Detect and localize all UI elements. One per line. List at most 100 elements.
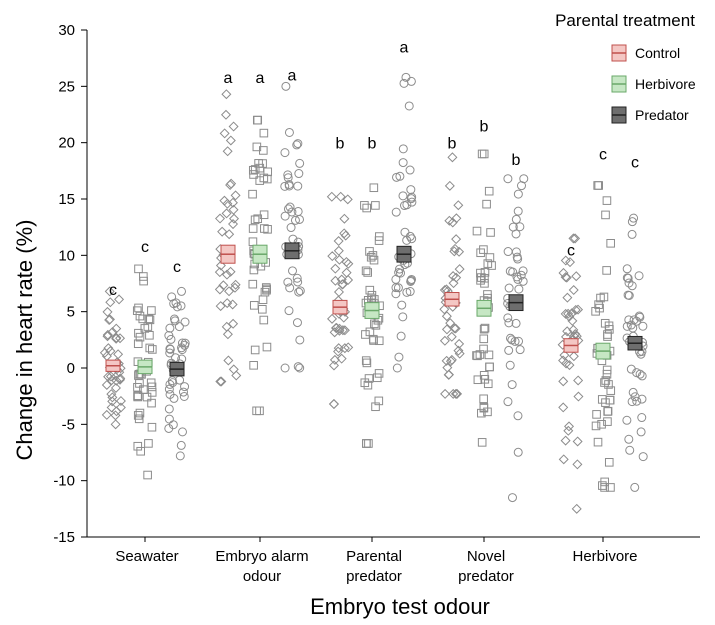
data-point — [115, 402, 126, 413]
data-point — [258, 304, 267, 314]
legend: Parental treatment Control Herbivore Predat… — [555, 11, 696, 124]
data-point — [486, 228, 495, 237]
data-point — [252, 115, 262, 125]
data-point — [514, 336, 524, 346]
legend-label: Predator — [635, 107, 689, 123]
data-point — [165, 348, 175, 358]
data-point — [214, 267, 225, 278]
data-point — [504, 318, 514, 328]
data-point — [333, 236, 344, 247]
data-point — [221, 89, 232, 100]
data-point — [558, 355, 569, 366]
data-point — [597, 419, 606, 429]
x-tick-label: Herbivore — [572, 548, 637, 565]
significance-letter: b — [512, 152, 521, 169]
y-tick-label: -5 — [62, 416, 75, 433]
significance-letter: c — [631, 154, 639, 171]
data-point — [561, 358, 572, 369]
data-point — [336, 274, 347, 285]
data-point — [115, 374, 126, 385]
data-point — [601, 398, 610, 407]
data-point — [227, 197, 238, 208]
data-point — [391, 289, 401, 299]
data-point — [394, 352, 404, 362]
data-point — [105, 346, 116, 357]
data-point — [439, 335, 450, 346]
data-point — [134, 264, 143, 274]
data-point — [483, 379, 493, 389]
data-point — [101, 409, 112, 420]
data-point — [477, 438, 487, 447]
x-tick-label: Novel — [467, 548, 505, 565]
data-point — [164, 384, 174, 394]
data-point — [396, 331, 406, 341]
data-point — [632, 396, 642, 406]
data-point — [591, 421, 601, 431]
data-point — [395, 171, 405, 181]
data-point — [333, 245, 344, 256]
data-point — [444, 180, 455, 191]
data-point — [407, 234, 417, 244]
data-point — [402, 235, 412, 245]
y-tick-label: 0 — [67, 360, 75, 377]
data-point — [451, 234, 462, 245]
data-point — [441, 311, 452, 322]
data-point — [363, 380, 373, 390]
data-point — [373, 373, 382, 383]
significance-letter: b — [336, 135, 345, 152]
data-point — [568, 351, 579, 362]
data-point — [624, 290, 634, 300]
data-point — [328, 399, 339, 410]
data-point — [142, 392, 152, 402]
axes: -15 -10 -5 0 5 10 15 20 25 30 Seawater Embryo alarm… — [53, 22, 700, 585]
data-point — [259, 128, 269, 138]
data-point — [362, 439, 371, 448]
data-point — [573, 375, 584, 386]
data-point — [171, 298, 181, 308]
data-point — [330, 275, 341, 286]
data-point — [513, 206, 523, 216]
data-point — [400, 227, 410, 237]
data-point — [622, 321, 632, 331]
data-point — [262, 342, 272, 352]
data-point — [443, 369, 454, 380]
data-point — [602, 266, 611, 275]
data-point — [281, 81, 291, 91]
data-point — [606, 483, 615, 492]
data-point — [476, 248, 485, 258]
data-point — [294, 287, 304, 297]
data-point — [148, 345, 157, 354]
x-axis-title: Embryo test odour — [310, 594, 490, 619]
data-point — [600, 477, 609, 487]
data-point — [294, 169, 304, 179]
data-point — [518, 266, 528, 276]
data-point — [601, 376, 611, 385]
data-point — [472, 226, 482, 236]
data-point — [135, 332, 145, 342]
data-point — [252, 406, 261, 416]
data-point — [567, 315, 578, 326]
y-axis-title: Change in heart rate (%) — [12, 220, 37, 461]
y-tick-label: 20 — [58, 135, 75, 152]
data-point — [107, 392, 118, 403]
data-point — [592, 410, 601, 419]
data-point — [284, 306, 294, 316]
data-point — [627, 281, 637, 291]
data-point — [177, 345, 187, 355]
data-point — [164, 404, 174, 414]
data-point — [176, 301, 186, 311]
data-point — [285, 202, 295, 212]
data-point — [511, 214, 521, 224]
data-point — [216, 376, 227, 387]
data-point — [503, 313, 513, 323]
significance-letters: c a b b c c a b b c c a a b c — [109, 40, 639, 299]
data-point — [333, 286, 344, 298]
y-tick-label: 5 — [67, 304, 75, 321]
data-point — [564, 360, 575, 371]
data-point — [371, 201, 380, 210]
data-point — [562, 292, 573, 303]
data-point — [484, 186, 494, 196]
data-point — [360, 378, 370, 388]
data-point — [111, 333, 122, 344]
data-point — [326, 191, 337, 202]
